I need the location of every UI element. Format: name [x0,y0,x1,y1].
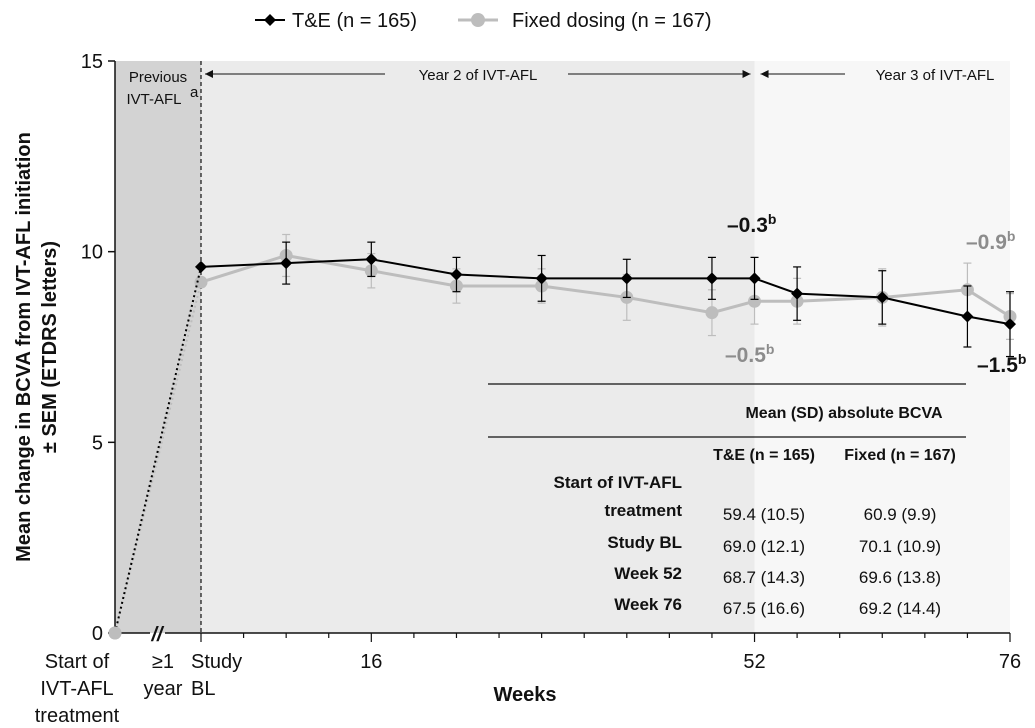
x-tick-label: treatment [35,705,120,727]
data-point [748,294,762,308]
data-point [876,291,889,304]
data-point [450,268,463,281]
y-tick-label: 5 [92,432,103,454]
annotation-value: –0.9 [966,231,1007,254]
annotation-label: –1.5b [977,351,1026,377]
table-cell: 69.0 (12.1) [723,537,805,556]
annotation-value: –0.3 [727,214,768,237]
x-tick-label: IVT-AFL [40,678,113,700]
annotation-label: –0.9b [966,228,1015,254]
annotation-label: –0.5b [725,341,774,367]
x-tick-label: 16 [360,651,382,673]
inset-table: Mean (SD) absolute BCVA T&E (n = 165) Fixe… [488,383,966,618]
x-tick-label: 52 [743,651,765,673]
y-tick-label: 0 [92,623,103,645]
legend: T&E (n = 165) Fixed dosing (n = 167) [255,10,712,32]
annotation-superscript: b [1007,228,1016,244]
start-data-point [108,626,122,640]
x-tick-label: BL [191,678,215,700]
x-tick-label: Start of [45,651,110,673]
x-tick-label: ≥1 [152,651,174,673]
data-point [791,287,804,300]
region-labels: Previous IVT-AFL a Year 2 of IVT-AFL Year 3 … [126,67,994,108]
region-year2-bg [201,61,755,633]
series-line [200,258,1011,326]
x-tick-label: Study [191,651,242,673]
annotation-superscript: b [766,341,775,357]
x-tick-label: 76 [999,651,1021,673]
region-label-previous: IVT-AFL [126,91,181,108]
year2-arrowhead-left [205,70,213,78]
y-axis-label: Mean change in BCVA from IVT-AFL initiat… [13,132,61,562]
annotation-superscript: b [768,211,777,227]
table-row-label: Week 76 [614,595,682,614]
year2-arrowhead-right [742,70,751,78]
legend-label-fixed: Fixed dosing (n = 167) [512,10,712,32]
series-line [200,253,1011,318]
annotation-label: –0.3b [727,211,776,237]
x-tick-label: year [144,678,183,700]
table-cell: 68.7 (14.3) [723,568,805,587]
year3-arrowhead [760,70,769,78]
table-cell: 67.5 (16.6) [723,599,805,618]
annotation-superscript: b [1018,351,1027,367]
x-tick-labels: Start of IVT-AFL treatment ≥1 year Study BL 16 5… [35,651,1021,727]
axes: // 0 5 10 15 [81,51,1011,646]
table-column-header: T&E (n = 165) [713,447,815,464]
y-axis-label-line: ± SEM (ETDRS letters) [39,241,61,453]
y-tick-label: 15 [81,51,103,73]
data-point [705,306,719,320]
data-point [365,253,378,266]
series-te [108,241,1016,640]
table-cell: 59.4 (10.5) [723,505,805,524]
region-previous-bg [115,61,201,633]
annotation-value: –1.5 [977,354,1018,377]
annotations: –0.3b–0.5b–0.9b–1.5b [725,211,1026,377]
annotation-value: –0.5 [725,344,766,367]
table-cell: 60.9 (9.9) [864,505,937,524]
table-title: Mean (SD) absolute BCVA [745,405,943,422]
data-point [280,257,293,270]
table-column-header: Fixed (n = 167) [844,447,956,464]
y-tick-label: 10 [81,242,103,264]
data-point [620,272,633,285]
table-row-label: Start of IVT-AFL [554,473,682,492]
legend-marker-fixed [471,13,485,27]
x-axis-label: Weeks [493,684,556,706]
y-axis-label-group: Mean change in BCVA from IVT-AFL initiat… [13,132,61,562]
data-point [535,272,548,285]
data-point [748,272,761,285]
region-label-superscript: a [190,84,199,101]
data-point [195,260,207,273]
table-row-label: Study BL [607,533,682,552]
data-point [705,272,718,285]
region-label-previous: Previous [129,69,187,86]
region-label-year2: Year 2 of IVT-AFL [419,67,538,84]
legend-label-te: T&E (n = 165) [292,10,417,32]
data-point [1004,318,1016,331]
table-cell: 69.6 (13.8) [859,568,941,587]
legend-marker-te [264,14,276,26]
table-row-label: Week 52 [614,564,682,583]
table-cell: 70.1 (10.9) [859,537,941,556]
axis-break-symbol: // [150,624,165,646]
series-group [108,233,1017,640]
data-point [961,310,974,323]
data-point [194,275,208,289]
region-label-year3: Year 3 of IVT-AFL [876,67,995,84]
table-row-label: treatment [605,501,683,520]
table-cell: 69.2 (14.4) [859,599,941,618]
y-axis-label-line: Mean change in BCVA from IVT-AFL initiat… [13,132,35,562]
